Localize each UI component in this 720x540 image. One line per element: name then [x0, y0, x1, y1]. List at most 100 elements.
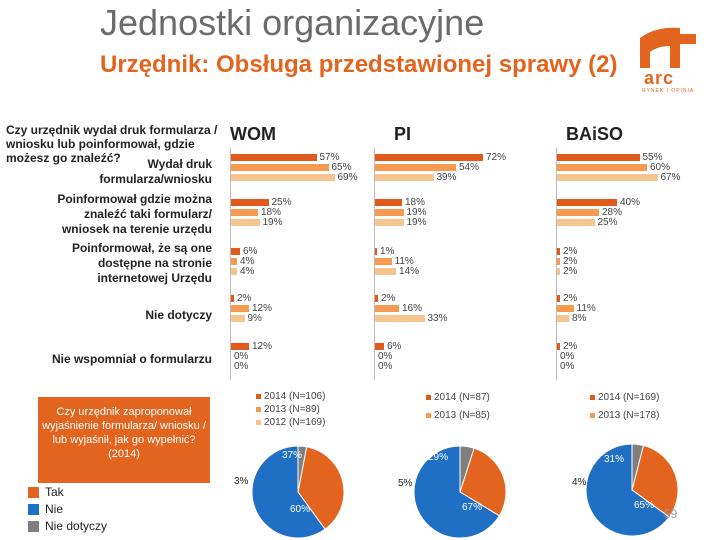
bar-label-baiso-r4-s1: 2%: [563, 293, 578, 304]
bar-wom-r3-s1: [231, 248, 240, 255]
bar-pi-r3-s1: [375, 248, 377, 255]
bar-wom-r2-s2: [231, 209, 258, 216]
bar-pi-r2-s2: [375, 209, 404, 216]
legend-pi-2014: 2014 (N=87): [426, 391, 490, 404]
bar-label-baiso-r2-s1: 40%: [620, 197, 641, 208]
bar-baiso-r3-s2: [557, 258, 560, 265]
page-number: 59: [664, 507, 678, 521]
bar-label-wom-r3-s3: 4%: [240, 266, 255, 277]
bar-wom-r3-s2: [231, 258, 237, 265]
axis-line-baiso: [556, 148, 557, 380]
bar-label-wom-r4-s3: 9%: [247, 313, 262, 324]
bar-label-wom-r2-s3: 19%: [262, 217, 283, 228]
bar-label-baiso-r2-s2: 28%: [602, 207, 623, 218]
bar-pi-r4-s3: [375, 315, 425, 322]
bar-label-wom-r5-s2: 0%: [234, 351, 249, 362]
bar-label-pi-r2-s1: 18%: [405, 197, 426, 208]
bar-pi-r1-s3: [375, 174, 434, 181]
bar-wom-r1-s2: [231, 164, 329, 171]
bar-label-pi-r3-s3: 14%: [399, 266, 420, 277]
bar-wom-r2-s3: [231, 219, 260, 226]
logo-tagline: RYNEK I OPINIA: [642, 88, 695, 94]
question-text: Czy urzędnik wydał druk formularza / wni…: [6, 123, 218, 165]
bar-baiso-r4-s1: [557, 295, 560, 302]
bar-label-wom-r2-s2: 18%: [261, 207, 282, 218]
bar-pi-r3-s3: [375, 268, 396, 275]
pie-legend-tak: Tak: [28, 485, 64, 499]
bar-label-pi-r1-s2: 54%: [459, 162, 480, 173]
bar-wom-r5-s1: [231, 343, 249, 350]
bar-label-pi-r4-s3: 33%: [427, 313, 448, 324]
bar-baiso-r4-s3: [557, 315, 569, 322]
bar-baiso-r5-s1: [557, 343, 560, 350]
bar-label-pi-r2-s2: 19%: [406, 207, 427, 218]
bar-label-pi-r2-s3: 19%: [406, 217, 427, 228]
bar-pi-r3-s2: [375, 258, 392, 265]
bar-pi-r5-s1: [375, 343, 384, 350]
bar-label-pi-r5-s3: 0%: [378, 361, 393, 372]
bar-label-wom-r3-s2: 4%: [240, 256, 255, 267]
axis-line-pi: [374, 148, 375, 380]
bar-label-baiso-r4-s2: 11%: [576, 303, 596, 314]
row-label-4: Nie dotyczy: [145, 308, 212, 322]
bar-label-baiso-r3-s1: 2%: [563, 246, 578, 257]
bar-baiso-r1-s1: [557, 154, 640, 161]
pie-slice-pi-2: [413, 445, 501, 539]
bar-label-baiso-r1-s3: 67%: [660, 172, 681, 183]
row-label-5: Nie wspomniał o formularzu: [51, 352, 212, 366]
bar-pi-r4-s2: [375, 305, 399, 312]
bar-pi-r1-s1: [375, 154, 483, 161]
bar-baiso-r1-s3: [557, 174, 658, 181]
bar-label-wom-r1-s2: 65%: [331, 162, 352, 173]
bar-label-pi-r4-s1: 2%: [381, 293, 396, 304]
pie-label-baiso-3: 4%: [572, 477, 587, 488]
page-subtitle: Urzędnik: Obsługa przedstawionej sprawy …: [100, 51, 618, 78]
bar-baiso-r2-s3: [557, 219, 595, 226]
legend-wom-2013: 2013 (N=89): [256, 403, 320, 416]
pie-label-wom-2: 60%: [290, 504, 310, 515]
panel-title-pi: PI: [394, 124, 412, 144]
pie-question-box: Czy urzędnik zaproponował wyjaśnienie fo…: [38, 397, 210, 483]
pie-label-wom-3: 3%: [234, 476, 249, 487]
pie-slice-baiso-2: [585, 443, 670, 537]
pie-slice-wom-2: [251, 445, 326, 539]
bar-baiso-r2-s1: [557, 199, 617, 206]
bar-pi-r2-s1: [375, 199, 402, 206]
pie-slice-wom-3: [297, 445, 308, 493]
pie-label-pi-1: 29%: [428, 452, 448, 463]
bar-label-baiso-r1-s2: 60%: [650, 162, 671, 173]
bar-baiso-r1-s2: [557, 164, 647, 171]
bar-baiso-r2-s2: [557, 209, 599, 216]
pie-label-wom-1: 37%: [282, 450, 302, 461]
bar-wom-r4-s2: [231, 305, 249, 312]
bar-label-baiso-r2-s3: 25%: [597, 217, 618, 228]
bar-label-wom-r5-s3: 0%: [234, 361, 249, 372]
bar-label-baiso-r1-s1: 55%: [642, 152, 663, 163]
bar-wom-r1-s1: [231, 154, 317, 161]
bar-label-pi-r1-s3: 39%: [436, 172, 457, 183]
row-label-3: Poinformował, że są one dostępne na stro…: [71, 241, 212, 285]
pie-slice-pi-3: [459, 445, 475, 493]
bar-label-baiso-r3-s2: 2%: [563, 256, 578, 267]
bar-label-wom-r1-s1: 57%: [319, 152, 340, 163]
bar-wom-r2-s1: [231, 199, 269, 206]
legend-wom-2014: 2014 (N=106): [256, 390, 325, 403]
legend-pi-2013: 2013 (N=85): [426, 409, 490, 422]
bar-wom-r4-s3: [231, 315, 245, 322]
legend-wom-2012: 2012 (N=169): [256, 416, 325, 429]
logo-mark-icon: [640, 27, 696, 68]
pie-label-baiso-2: 65%: [634, 500, 654, 511]
row-label-1: Wydał druk formularza/wniosku: [99, 157, 212, 186]
legend-baiso-2014: 2014 (N=169): [590, 391, 659, 404]
bar-label-wom-r4-s2: 12%: [252, 303, 273, 314]
legend-baiso-2013: 2013 (N=178): [590, 409, 659, 422]
bar-label-pi-r5-s2: 0%: [378, 351, 393, 362]
bar-baiso-r4-s2: [557, 305, 574, 312]
pie-label-pi-2: 67%: [462, 502, 482, 513]
bar-label-baiso-r3-s3: 2%: [563, 266, 578, 277]
bar-label-baiso-r5-s2: 0%: [560, 351, 575, 362]
bar-label-wom-r1-s3: 69%: [337, 172, 358, 183]
arc-logo: arc RYNEK I OPINIA: [636, 24, 700, 94]
page-title: Jednostki organizacyjne: [100, 2, 485, 43]
